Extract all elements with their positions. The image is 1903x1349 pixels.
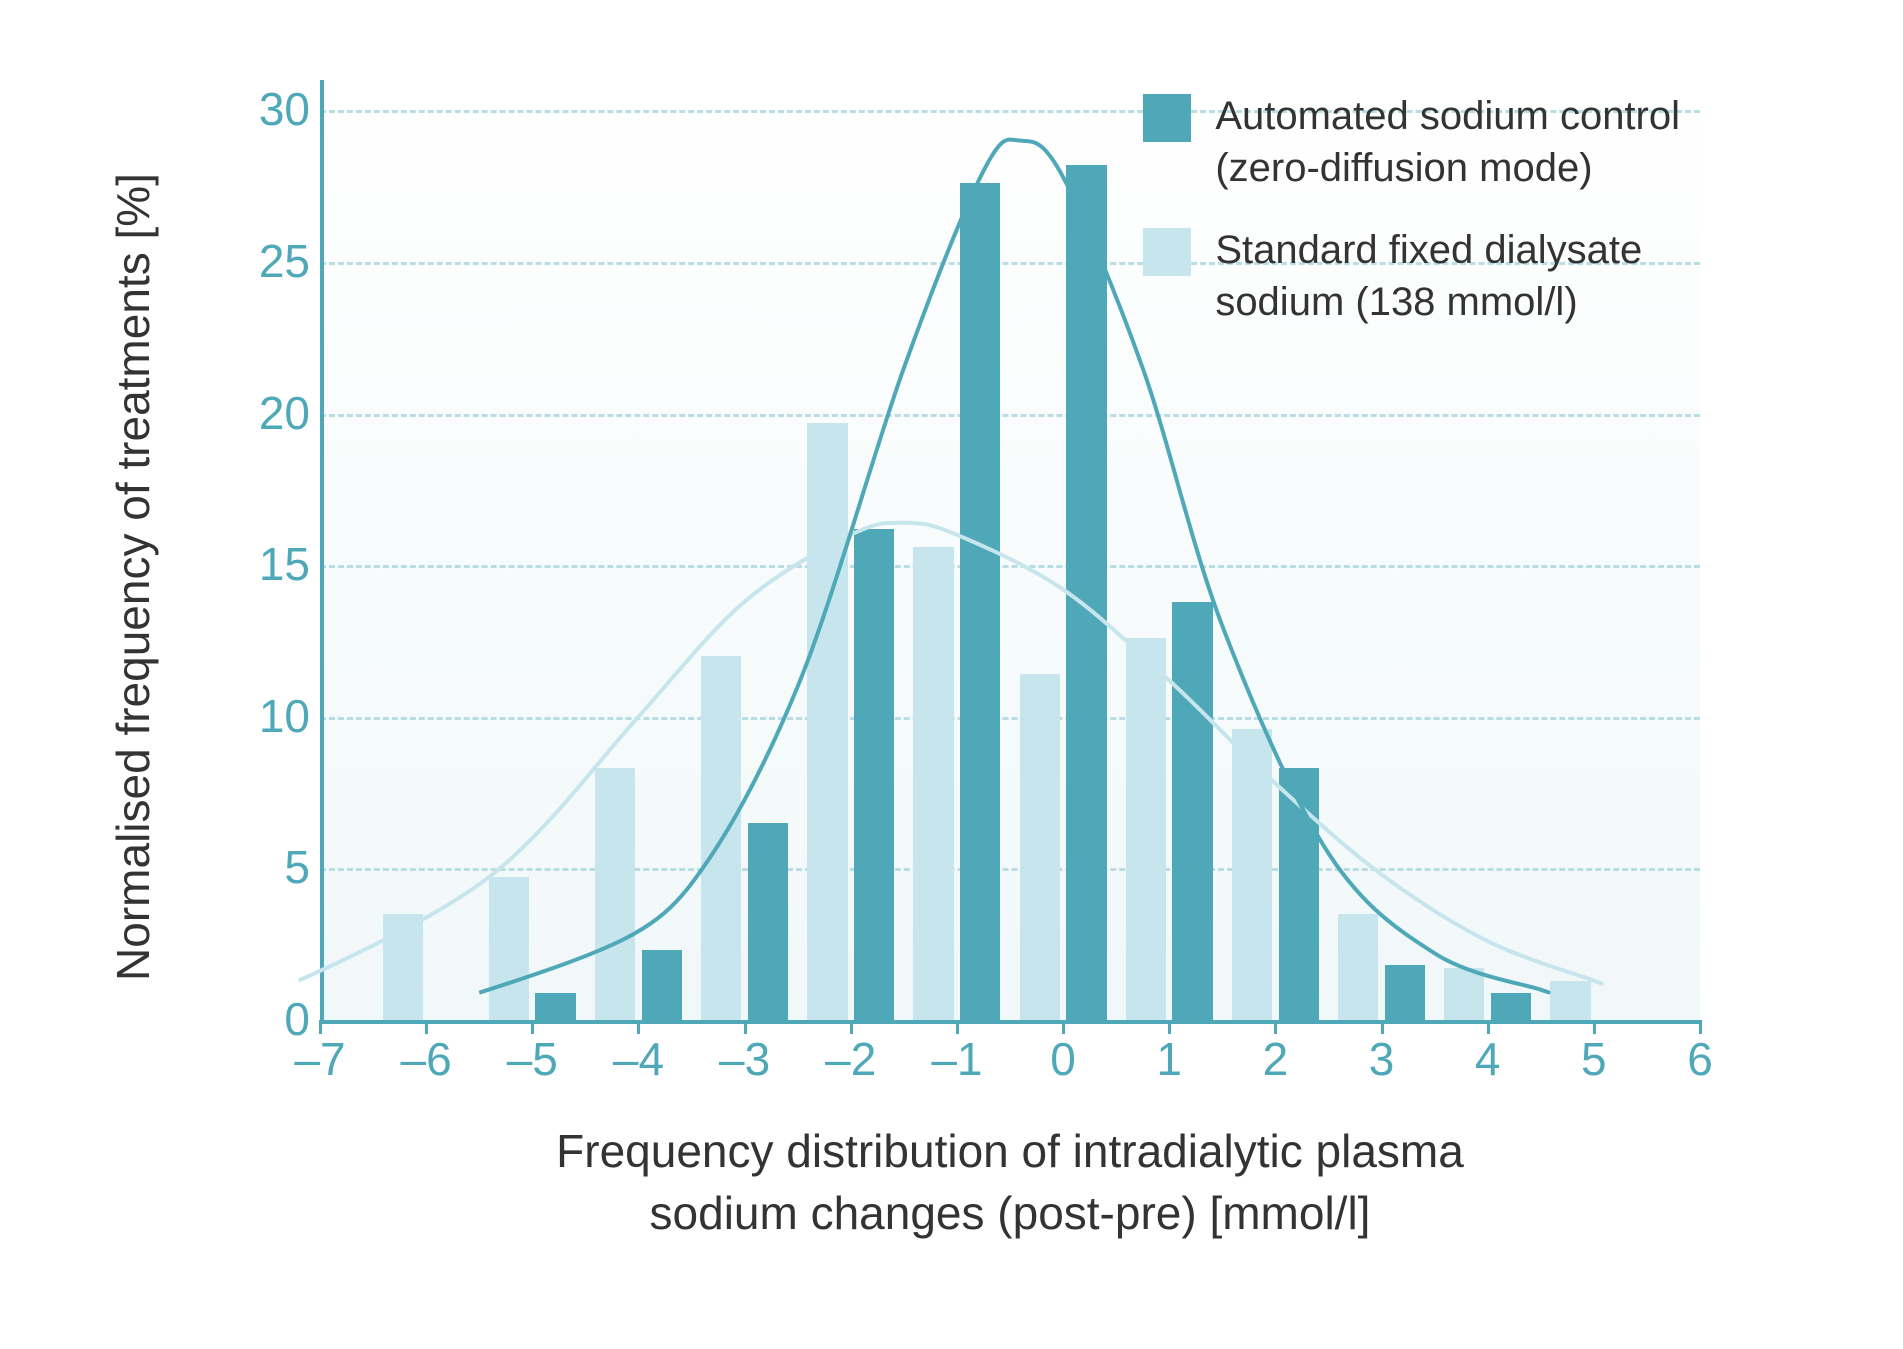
y-tick-label: 30 [240,82,310,136]
x-tick-label: 4 [1475,1032,1501,1086]
bar-automated [748,823,788,1020]
bar-automated [1279,768,1319,1020]
bar-automated [642,950,682,1020]
bar-standard [1550,981,1590,1020]
x-axis-label-line2: sodium changes (post-pre) [mmol/l] [650,1187,1371,1239]
bar-standard [1020,674,1060,1020]
bar-standard [701,656,741,1020]
bar-standard [1444,968,1484,1020]
y-tick-label: 15 [240,537,310,591]
legend-text: Automated sodium control(zero-diffusion … [1215,90,1680,194]
bar-automated [1066,165,1106,1020]
legend-text: Standard fixed dialysatesodium (138 mmol… [1215,224,1642,328]
x-axis-line [320,1020,1700,1024]
y-tick-label: 25 [240,234,310,288]
bar-standard [595,768,635,1020]
x-axis-label: Frequency distribution of intradialytic … [320,1120,1700,1244]
bar-automated [535,993,575,1020]
bar-standard [489,877,529,1020]
bar-standard [913,547,953,1020]
x-axis-label-line1: Frequency distribution of intradialytic … [556,1125,1464,1177]
bar-automated [960,183,1000,1020]
y-tick-label: 20 [240,386,310,440]
bar-standard [383,914,423,1020]
x-tick-label: 1 [1156,1032,1182,1086]
bar-automated [1385,965,1425,1020]
legend-swatch [1143,228,1191,276]
y-tick-label: 10 [240,689,310,743]
y-tick-label: 5 [240,840,310,894]
bar-automated [1172,602,1212,1020]
bar-standard [1232,729,1272,1020]
legend-item-automated: Automated sodium control(zero-diffusion … [1143,90,1680,194]
bar-automated [854,529,894,1020]
bar-standard [1338,914,1378,1020]
x-tick-label: 0 [1050,1032,1076,1086]
x-tick-label: –2 [825,1032,876,1086]
x-tick-label: 2 [1263,1032,1289,1086]
bar-standard [1126,638,1166,1020]
legend: Automated sodium control(zero-diffusion … [1143,90,1680,358]
x-tick-label: –4 [613,1032,664,1086]
x-tick-label: 5 [1581,1032,1607,1086]
y-axis-label: Normalised frequency of treatments [%] [106,173,160,981]
x-tick-label: –3 [719,1032,770,1086]
x-tick-label: –7 [294,1032,345,1086]
legend-swatch [1143,94,1191,142]
x-tick-label: –1 [931,1032,982,1086]
bar-standard [807,423,847,1020]
legend-item-standard: Standard fixed dialysatesodium (138 mmol… [1143,224,1680,328]
x-tick-label: –6 [401,1032,452,1086]
chart-container: Normalised frequency of treatments [%] 0… [180,60,1740,1260]
bar-automated [1491,993,1531,1020]
x-tick-label: –5 [507,1032,558,1086]
x-tick-label: 3 [1369,1032,1395,1086]
x-tick-label: 6 [1687,1032,1713,1086]
